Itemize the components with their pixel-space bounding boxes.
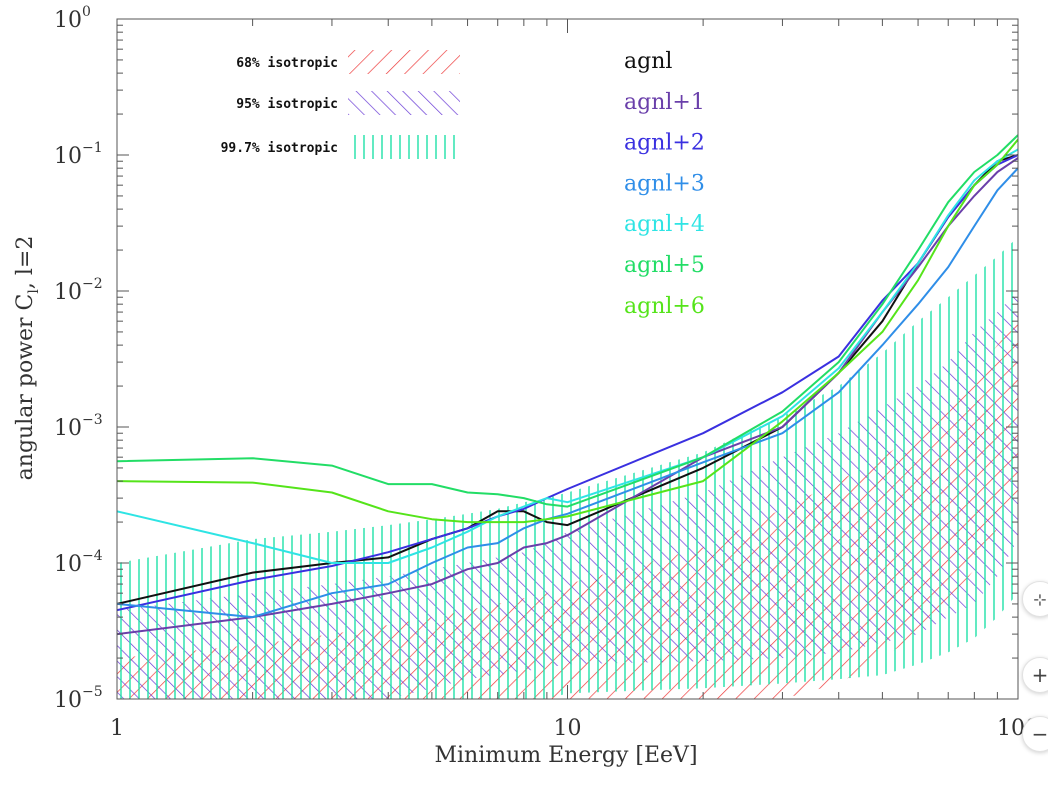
- band-legend-swatch: [348, 50, 460, 74]
- zoom-in-button[interactable]: +: [1022, 657, 1048, 693]
- series-legend-label: agnl+6: [624, 294, 705, 319]
- band-99-7pct-isotropic: [117, 236, 1018, 699]
- series-legend-label: agnl+1: [624, 90, 705, 115]
- series-legend: agnl agnl+1 agnl+2 agnl+3 agnl+4 agnl+5 agnl+6: [624, 49, 705, 319]
- band-legend-swatch: [348, 91, 460, 115]
- band-legend-label: 95% isotropic: [236, 97, 338, 112]
- plus-icon: +: [1031, 663, 1048, 687]
- bands-layer: [117, 236, 1018, 699]
- band-legend-label: 99.7% isotropic: [221, 141, 338, 156]
- x-axis-label: Minimum Energy [EeV]: [434, 743, 697, 768]
- y-axis-label-main: angular power C: [13, 294, 38, 481]
- ticks-layer: [116, 18, 1019, 700]
- y-tick-label: 10−1: [54, 140, 103, 169]
- y-axis-label: angular power Cl, l=2: [13, 236, 42, 481]
- series-legend-label: agnl+5: [624, 253, 705, 278]
- series-line-agnl-3: [117, 167, 1018, 619]
- band-legend-label: 68% isotropic: [236, 56, 338, 71]
- y-axis-label-suffix: , l=2: [13, 236, 38, 289]
- y-tick-label: 10−5: [54, 684, 103, 713]
- x-tick-label: 10: [554, 716, 582, 741]
- series-legend-label: agnl+2: [624, 131, 705, 156]
- band-legend-swatch: [348, 135, 460, 159]
- series-line-agnl-4: [117, 148, 1018, 564]
- series-layer: [117, 134, 1018, 636]
- series-legend-label: agnl: [624, 49, 672, 74]
- y-tick-label: 100: [54, 4, 91, 33]
- zoom-out-button[interactable]: −: [1022, 716, 1048, 752]
- fit-view-button[interactable]: ⊹: [1022, 581, 1048, 617]
- series-legend-label: agnl+4: [624, 212, 705, 237]
- series-legend-label: agnl+3: [624, 171, 705, 196]
- series-line-agnl-5: [117, 134, 1018, 508]
- y-tick-label: 10−2: [54, 276, 103, 305]
- band-legend: 68% isotropic 95% isotropic 99.7% isotropi…: [221, 50, 460, 159]
- minus-icon: −: [1031, 722, 1048, 746]
- y-tick-label: 10−4: [54, 548, 103, 577]
- y-axis-label-sub: l: [26, 289, 42, 294]
- y-tick-label: 10−3: [54, 412, 103, 441]
- series-line-agnl-6: [117, 138, 1018, 524]
- fit-view-icon: ⊹: [1033, 589, 1047, 609]
- x-tick-label: 1: [110, 716, 124, 741]
